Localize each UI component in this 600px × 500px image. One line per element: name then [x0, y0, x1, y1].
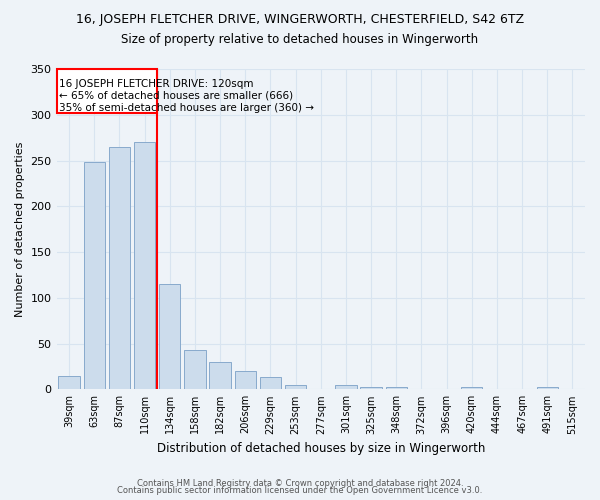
Bar: [134, 142, 155, 390]
Bar: [83, 162, 105, 390]
Text: ← 65% of detached houses are smaller (666): ← 65% of detached houses are smaller (66…: [59, 91, 293, 101]
Text: Contains HM Land Registry data © Crown copyright and database right 2024.: Contains HM Land Registry data © Crown c…: [137, 478, 463, 488]
Y-axis label: Number of detached properties: Number of detached properties: [15, 142, 25, 317]
Bar: [461, 388, 482, 390]
Bar: [285, 384, 307, 390]
Bar: [386, 388, 407, 390]
Bar: [335, 384, 356, 390]
Bar: [536, 388, 558, 390]
Text: Contains public sector information licensed under the Open Government Licence v3: Contains public sector information licen…: [118, 486, 482, 495]
Text: 35% of semi-detached houses are larger (360) →: 35% of semi-detached houses are larger (…: [59, 103, 314, 113]
Bar: [361, 388, 382, 390]
Bar: [58, 376, 80, 390]
Text: 16 JOSEPH FLETCHER DRIVE: 120sqm: 16 JOSEPH FLETCHER DRIVE: 120sqm: [59, 79, 253, 89]
Text: Size of property relative to detached houses in Wingerworth: Size of property relative to detached ho…: [121, 32, 479, 46]
Text: 16, JOSEPH FLETCHER DRIVE, WINGERWORTH, CHESTERFIELD, S42 6TZ: 16, JOSEPH FLETCHER DRIVE, WINGERWORTH, …: [76, 12, 524, 26]
Bar: [109, 147, 130, 390]
Bar: [184, 350, 206, 390]
FancyBboxPatch shape: [56, 69, 157, 113]
X-axis label: Distribution of detached houses by size in Wingerworth: Distribution of detached houses by size …: [157, 442, 485, 455]
Bar: [260, 378, 281, 390]
Bar: [235, 371, 256, 390]
Bar: [209, 362, 231, 390]
Bar: [159, 284, 181, 390]
